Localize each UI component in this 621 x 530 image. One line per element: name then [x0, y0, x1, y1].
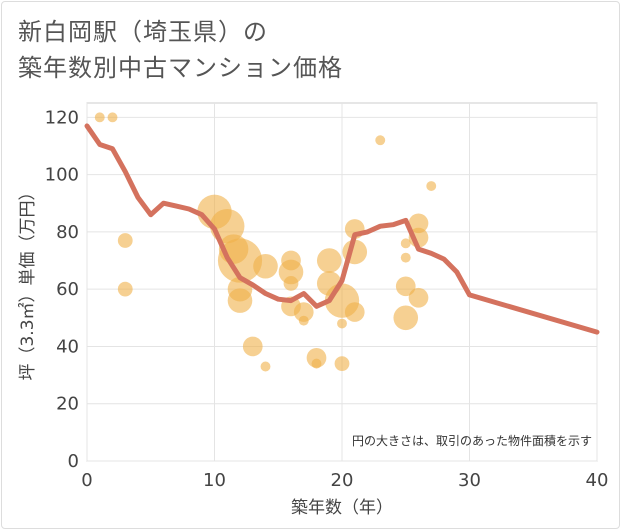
size-note: 円の大きさは、取引のあった物件面積を示す: [352, 433, 592, 448]
y-tick-label: 40: [56, 336, 79, 357]
chart-title-line1: 新白岡駅（埼玉県）の: [18, 18, 268, 46]
data-bubble: [278, 259, 304, 285]
y-axis-label: 坪（3.3㎡）単価（万円）: [18, 183, 38, 380]
y-tick-label: 80: [56, 222, 79, 243]
data-bubble: [408, 213, 429, 234]
data-bubble: [293, 302, 314, 322]
x-tick-label: 10: [203, 470, 226, 491]
y-tick-label: 100: [45, 165, 79, 186]
data-bubble: [283, 276, 299, 291]
data-bubble: [400, 238, 411, 249]
data-bubble: [426, 181, 437, 192]
y-tick-label: 120: [45, 107, 79, 128]
data-bubble: [395, 276, 416, 297]
data-bubble: [311, 358, 322, 369]
data-bubble: [337, 318, 347, 329]
data-bubble: [227, 288, 253, 313]
chart-title: 新白岡駅（埼玉県）の 築年数別中古マンション価格: [18, 14, 343, 86]
data-bubble: [393, 305, 419, 331]
data-bubble: [117, 233, 133, 248]
axis-ticks: 0 20 40 60 80 100 120 0 10 20 30 40: [45, 107, 609, 491]
data-bubble: [334, 356, 350, 372]
data-bubble: [344, 302, 365, 322]
data-bubble: [375, 135, 386, 146]
x-axis-label: 築年数（年）: [291, 498, 393, 518]
y-tick-label: 0: [68, 451, 79, 472]
data-bubble: [117, 281, 133, 297]
y-tick-label: 20: [56, 394, 79, 415]
data-bubble: [260, 361, 271, 372]
average-price-line: [84, 123, 600, 335]
data-bubble: [242, 336, 263, 357]
data-bubble: [217, 238, 263, 283]
data-bubble: [94, 112, 105, 123]
data-bubble: [298, 315, 309, 326]
data-bubble: [253, 253, 278, 279]
data-bubble: [408, 287, 429, 308]
y-tick-label: 60: [56, 279, 79, 300]
data-bubble: [400, 252, 411, 263]
x-tick-label: 0: [81, 470, 92, 491]
chart-title-line2: 築年数別中古マンション価格: [18, 54, 343, 82]
data-bubble: [316, 248, 342, 273]
average-line-series: [84, 123, 600, 335]
data-bubble: [107, 112, 118, 123]
x-tick-label: 20: [331, 470, 354, 491]
data-bubble: [306, 348, 327, 368]
x-tick-label: 30: [458, 470, 481, 491]
x-tick-label: 40: [586, 470, 609, 491]
